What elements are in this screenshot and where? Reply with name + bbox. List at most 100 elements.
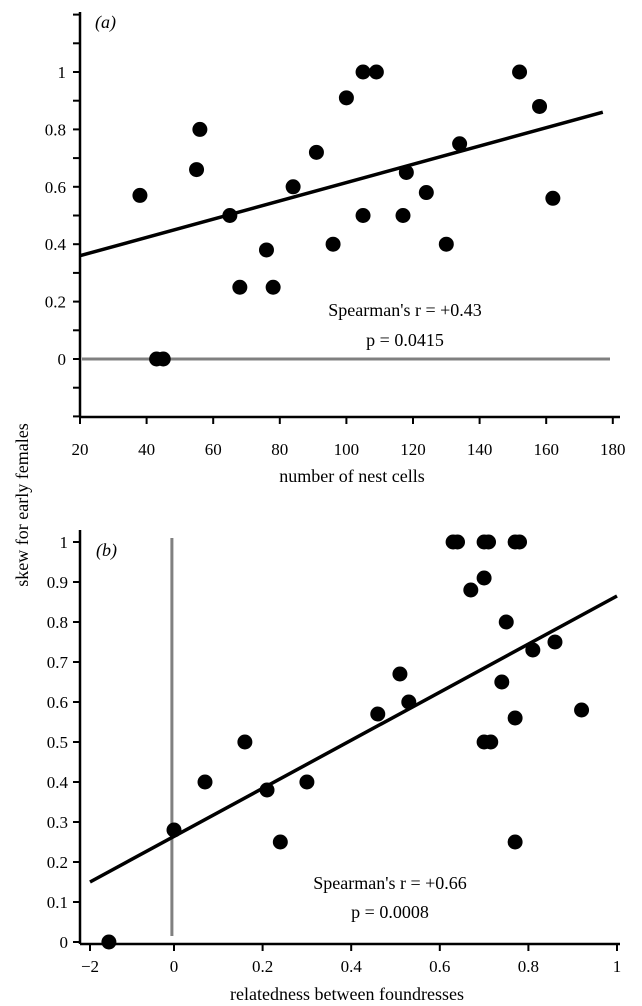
y-ticks: 0 0.1 0.2 0.3 0.4 0.5 0.6 0.7 0.8 0.9 1 bbox=[47, 533, 80, 952]
data-point bbox=[232, 279, 248, 295]
y-tick-label: 1 bbox=[58, 63, 67, 82]
data-point bbox=[463, 582, 479, 598]
y-tick-label: 0.6 bbox=[47, 693, 68, 712]
y-tick-label: 0 bbox=[58, 350, 67, 369]
data-point bbox=[512, 64, 528, 80]
data-point bbox=[285, 179, 301, 195]
x-tick-label: 60 bbox=[205, 440, 222, 459]
y-tick-label: 0.3 bbox=[47, 813, 68, 832]
data-point bbox=[481, 534, 497, 550]
x-tick-label: 100 bbox=[334, 440, 360, 459]
data-point bbox=[395, 208, 411, 223]
data-point bbox=[325, 236, 341, 252]
fit-line bbox=[79, 110, 604, 258]
fit-line bbox=[89, 594, 618, 884]
data-point bbox=[355, 208, 371, 223]
panel-label: (a) bbox=[95, 12, 116, 33]
data-point bbox=[259, 782, 275, 798]
data-point bbox=[272, 834, 288, 850]
data-point bbox=[438, 236, 454, 252]
data-points bbox=[101, 534, 590, 950]
data-point bbox=[338, 90, 354, 106]
data-point bbox=[450, 534, 466, 550]
x-tick-label: 160 bbox=[533, 440, 559, 459]
x-tick-label: 0.8 bbox=[518, 957, 539, 976]
data-point bbox=[525, 642, 541, 658]
data-point bbox=[392, 666, 408, 682]
data-point bbox=[507, 834, 523, 850]
data-point bbox=[545, 190, 561, 206]
data-point bbox=[452, 136, 468, 152]
y-tick-label: 0.7 bbox=[47, 653, 69, 672]
data-point bbox=[370, 706, 386, 722]
panel-b: 00.10.20.30.40.50.60.70.80.91 −2 0 0.2 0.4 0… bbox=[47, 530, 621, 1004]
panel-label: (b) bbox=[96, 540, 117, 561]
annotation-line-2: p = 0.0008 bbox=[351, 902, 429, 922]
data-point bbox=[494, 674, 510, 690]
data-point bbox=[192, 121, 208, 137]
data-point bbox=[476, 570, 492, 586]
x-tick-label: 40 bbox=[138, 440, 155, 459]
x-axis-title: number of nest cells bbox=[279, 466, 424, 486]
data-point bbox=[237, 734, 253, 750]
data-point bbox=[197, 774, 213, 790]
x-tick-label: 1 bbox=[613, 957, 622, 976]
y-tick-label: 0.9 bbox=[47, 573, 68, 592]
data-point bbox=[308, 144, 324, 160]
data-point bbox=[155, 351, 171, 367]
y-tick-label: 0.5 bbox=[47, 733, 68, 752]
data-point bbox=[574, 702, 590, 718]
data-point bbox=[401, 694, 417, 710]
y-tick-label: 1 bbox=[60, 533, 69, 552]
x-tick-label: 140 bbox=[467, 440, 493, 459]
x-ticks: 20 40 60 80 100 120 140 160 180 bbox=[72, 417, 626, 459]
data-point bbox=[368, 64, 384, 80]
x-tick-label: 0.4 bbox=[341, 957, 363, 976]
data-point bbox=[483, 734, 499, 750]
x-tick-label: 0.6 bbox=[429, 957, 450, 976]
y-tick-label: 0.6 bbox=[45, 178, 66, 197]
data-point bbox=[132, 187, 148, 203]
y-ticks: 0 0.2 0.4 0.6 0.8 1 bbox=[45, 13, 80, 418]
x-tick-label: 20 bbox=[72, 440, 89, 459]
data-point bbox=[398, 164, 414, 180]
y-tick-label: 0.4 bbox=[45, 235, 67, 254]
data-point bbox=[498, 614, 514, 630]
x-tick-label: 0.2 bbox=[252, 957, 273, 976]
data-point bbox=[547, 634, 563, 650]
data-point bbox=[166, 822, 182, 838]
data-point bbox=[355, 64, 371, 80]
annotation-line-1: Spearman's r = +0.43 bbox=[328, 300, 482, 320]
data-point bbox=[532, 98, 548, 114]
x-tick-label: 0 bbox=[170, 957, 179, 976]
regression-line bbox=[79, 110, 604, 258]
annotation-line-1: Spearman's r = +0.66 bbox=[313, 873, 467, 893]
x-tick-label: 80 bbox=[271, 440, 288, 459]
panel-a: 0 0.2 0.4 0.6 0.8 1 20 40 60 80 100 120 140 160 180 (… bbox=[45, 12, 626, 486]
data-point bbox=[101, 934, 117, 950]
data-point bbox=[189, 162, 205, 178]
x-tick-label: −2 bbox=[81, 957, 99, 976]
data-point bbox=[258, 242, 274, 258]
y-tick-label: 0.4 bbox=[47, 773, 69, 792]
data-point bbox=[299, 774, 315, 790]
y-tick-label: 0.2 bbox=[47, 853, 68, 872]
regression-line bbox=[89, 594, 618, 884]
annotation-line-2: p = 0.0415 bbox=[366, 330, 444, 350]
x-tick-label: 180 bbox=[600, 440, 626, 459]
data-point bbox=[507, 710, 523, 726]
data-point bbox=[512, 534, 528, 550]
data-points bbox=[132, 64, 561, 367]
x-tick-label: 120 bbox=[400, 440, 426, 459]
y-tick-label: 0.8 bbox=[47, 613, 68, 632]
y-tick-label: 0.8 bbox=[45, 120, 66, 139]
y-tick-label: 0.1 bbox=[47, 893, 68, 912]
y-tick-label: 0 bbox=[60, 933, 69, 952]
x-ticks: −2 0 0.2 0.4 0.6 0.8 1 bbox=[81, 944, 621, 976]
data-point bbox=[222, 208, 238, 223]
data-point bbox=[265, 279, 281, 295]
shared-y-axis-label: skew for early females bbox=[12, 423, 32, 586]
y-tick-label: 0.2 bbox=[45, 293, 66, 312]
data-point bbox=[418, 185, 434, 201]
